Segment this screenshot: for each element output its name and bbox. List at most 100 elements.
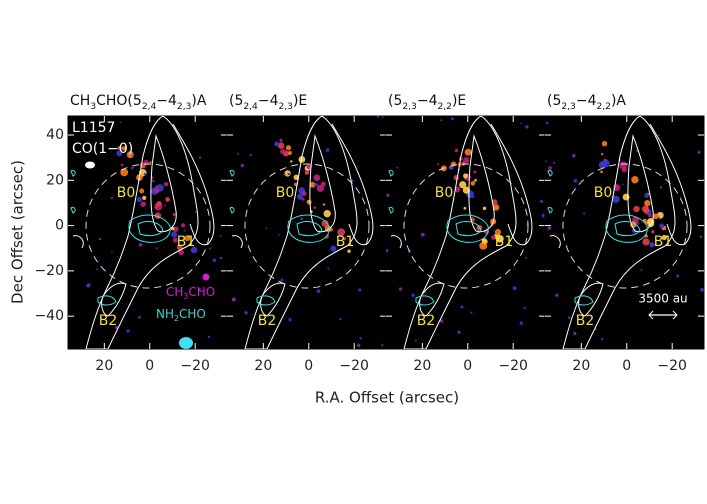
emission-blob: [140, 201, 146, 207]
noise-blob: [553, 161, 556, 164]
legend-nh2cho: NH2CHO: [156, 307, 206, 323]
panel-title-part: 2,3: [561, 102, 576, 112]
y-tick-label: −20: [34, 263, 64, 279]
noise-blob: [440, 119, 443, 122]
emission-blob: [644, 193, 650, 198]
knot-label: B1: [177, 234, 196, 250]
noise-blob: [386, 193, 390, 197]
emission-blob: [284, 170, 291, 177]
emission-blob: [463, 157, 470, 164]
emission-blob: [126, 151, 134, 159]
noise-blob: [523, 306, 526, 310]
noise-blob: [300, 217, 303, 220]
knot-label: B0: [435, 185, 454, 201]
panel-title-part: 2,4: [243, 102, 258, 112]
emission-blob: [600, 170, 603, 174]
emission-blob: [601, 140, 608, 147]
x-tick-label: −20: [498, 358, 528, 374]
emission-blob: [633, 205, 640, 213]
panel-title-part: 2,2: [437, 102, 451, 112]
noise-blob: [110, 196, 114, 200]
noise-blob: [110, 251, 113, 254]
scale-bar-arrows: [648, 310, 678, 320]
emission-blob: [120, 163, 124, 167]
noise-blob: [119, 121, 122, 124]
emission-blob: [661, 234, 667, 241]
noise-blob: [539, 199, 544, 204]
emission-blob: [156, 200, 162, 207]
emission-blob: [659, 223, 665, 229]
emission-blob: [132, 154, 135, 157]
noise-blob: [470, 311, 473, 314]
noise-blob: [398, 287, 403, 291]
emission-blob: [172, 226, 179, 232]
x-tick-label: 0: [463, 358, 472, 374]
x-tick-label: 20: [572, 358, 590, 374]
noise-blob: [512, 286, 517, 291]
emission-blob: [437, 163, 440, 166]
emission-blob: [287, 150, 292, 155]
noise-blob: [548, 166, 552, 170]
emission-blob: [473, 170, 477, 174]
emission-blob: [454, 186, 461, 193]
panel-title-part: 2,3: [278, 102, 293, 112]
noise-blob: [138, 243, 143, 247]
emission-blob: [601, 159, 610, 168]
emission-blob: [347, 249, 351, 253]
noise-blob: [659, 186, 663, 189]
panel-title-part: 2,2: [596, 102, 610, 112]
emission-blob: [313, 174, 321, 182]
noise-blob: [358, 288, 362, 292]
knot-label: B1: [495, 234, 514, 250]
dashed-circle: [85, 163, 211, 289]
noise-blob: [265, 227, 268, 230]
panel-title: (52,4−42,3)E: [229, 93, 307, 112]
noise-blob: [545, 160, 547, 163]
emission-blob: [116, 150, 123, 157]
noise-blob: [152, 179, 155, 183]
noise-blob: [249, 153, 252, 157]
panel-title-part: 2,4: [142, 102, 157, 112]
noise-blob: [280, 278, 284, 282]
noise-blob: [279, 138, 283, 143]
emission-blob: [325, 234, 330, 239]
noise-blob: [131, 166, 134, 170]
emission-blob: [649, 242, 655, 248]
noise-blob: [339, 317, 342, 321]
source-label: L1157: [72, 120, 115, 136]
beam: [85, 161, 95, 169]
legend-ch3cho-part: 3: [183, 292, 188, 301]
panel-title: CH3CHO(52,4−42,3)A: [70, 93, 207, 112]
emission-blob: [622, 193, 630, 201]
emission-blob: [631, 228, 637, 233]
emission-blob: [178, 249, 184, 256]
noise-blob: [676, 274, 680, 278]
emission-blob: [621, 167, 627, 173]
emission-blob: [342, 237, 347, 241]
panel-title-part: −4: [576, 93, 597, 109]
noise-blob: [525, 125, 529, 129]
noise-blob: [457, 330, 461, 334]
emission-blob: [184, 235, 191, 242]
emission-blob: [120, 168, 129, 177]
panel-frame: [67, 115, 228, 350]
y-tick-label: 20: [46, 172, 64, 188]
noise-blob: [143, 173, 147, 176]
legend-nh2cho-part: NH: [156, 307, 174, 321]
emission-blob: [154, 205, 158, 209]
scale-bar-label: 3500 au: [638, 292, 687, 306]
panel-frame: [385, 115, 546, 350]
noise-blob: [572, 154, 576, 158]
panel-title-part: )E: [452, 93, 466, 109]
emission-blob: [274, 141, 280, 147]
emission-blob: [154, 188, 160, 194]
beam-ch3cho: [202, 273, 210, 281]
noise-blob: [568, 316, 571, 319]
emission-blob: [190, 246, 198, 254]
panel-title-part: 3: [90, 102, 96, 112]
noise-blob: [525, 256, 528, 259]
noise-blob: [212, 258, 217, 263]
noise-blob: [231, 297, 236, 302]
emission-blob: [647, 220, 655, 228]
noise-blob: [582, 212, 586, 215]
